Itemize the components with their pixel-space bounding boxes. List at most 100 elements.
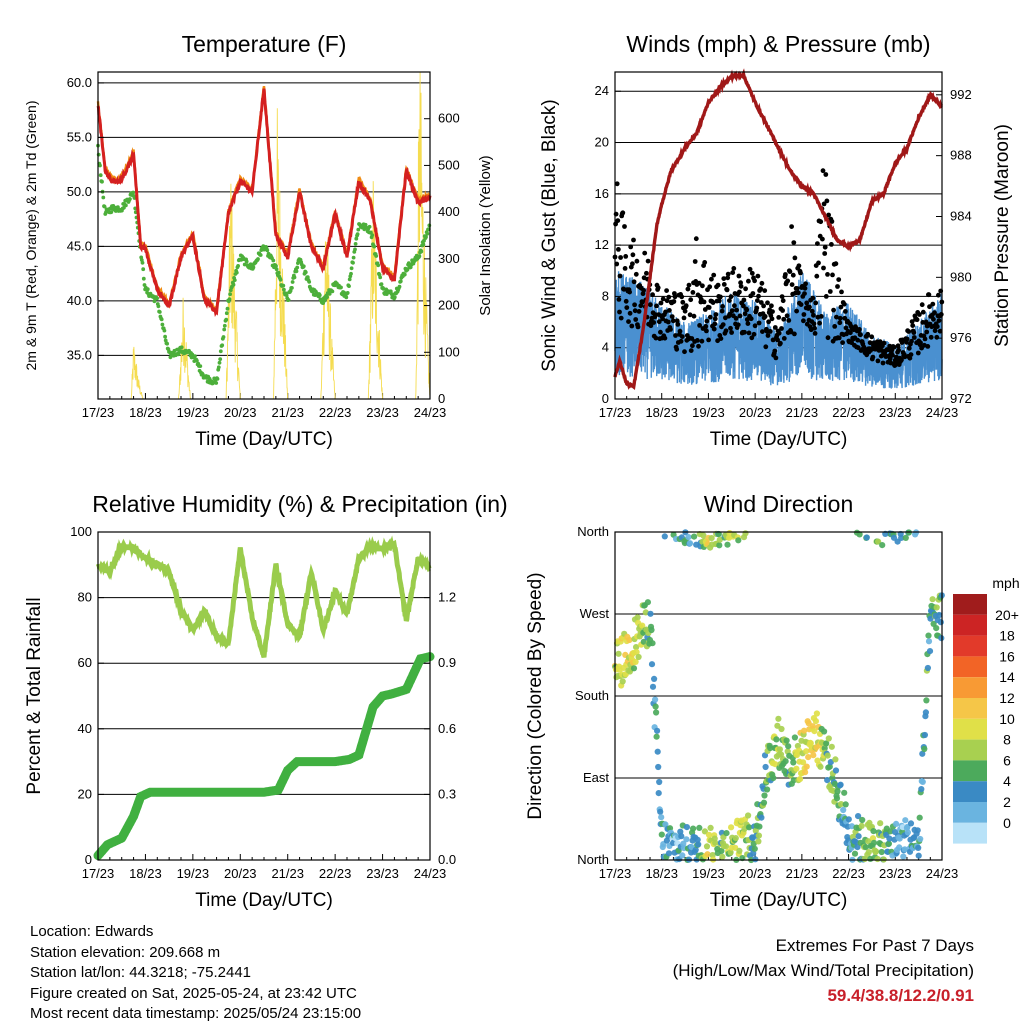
gust-point: [745, 321, 751, 326]
plot-border: [614, 71, 943, 400]
dewpoint-point: [276, 270, 281, 275]
gust-point: [906, 329, 912, 334]
y-tick-label: 20: [595, 135, 609, 150]
y2-tick-label: 980: [950, 269, 972, 284]
gust-point: [718, 336, 724, 341]
dewpoint-point: [378, 275, 383, 280]
direction-point: [925, 632, 932, 639]
gust-point: [809, 308, 815, 314]
direction-point: [824, 777, 831, 784]
gust-point: [650, 292, 655, 298]
gust-point: [630, 252, 636, 258]
direction-point: [751, 845, 758, 852]
direction-point: [728, 824, 735, 831]
direction-point: [915, 844, 922, 852]
gust-point: [887, 356, 893, 362]
direction-point: [870, 839, 878, 846]
plot-border: [97, 71, 431, 400]
dewpoint-point: [402, 272, 407, 277]
legend-swatch: [953, 718, 987, 740]
gust-point: [857, 327, 862, 332]
dewpoint-point: [216, 365, 221, 370]
gust-point: [837, 315, 843, 321]
dewpoint-point: [345, 291, 350, 295]
extremes-subtitle: (High/Low/Max Wind/Total Precipitation): [672, 961, 974, 980]
dewpoint-point: [284, 293, 289, 298]
gust-point: [836, 335, 842, 341]
direction-point: [654, 748, 661, 755]
gust-point: [665, 319, 671, 325]
gust-point: [679, 334, 685, 339]
dewpoint-point: [290, 286, 294, 290]
direction-point: [919, 750, 926, 757]
gust-point: [711, 272, 717, 278]
direction-point: [863, 534, 870, 541]
dewpoint-point: [278, 277, 283, 282]
gust-point: [720, 304, 725, 309]
x-tick-label: 23/23: [879, 866, 912, 881]
gust-point: [804, 300, 810, 306]
gust-point: [858, 332, 863, 338]
gust-point: [737, 289, 742, 295]
gust-point: [730, 270, 736, 275]
chart-title: Temperature (F): [182, 31, 347, 57]
dewpoint-point: [392, 295, 397, 300]
gust-point: [923, 319, 929, 325]
y-axis-label: Percent & Total Rainfall: [24, 597, 45, 794]
gust-point: [666, 294, 672, 300]
station-info: Location: Edwards Station elevation: 209…: [30, 922, 361, 1025]
direction-point: [877, 820, 884, 827]
direction-point: [837, 781, 844, 788]
gust-point: [712, 316, 718, 322]
gust-point: [723, 328, 729, 334]
x-tick-label: 19/23: [692, 866, 725, 881]
gust-point: [814, 273, 820, 279]
x-tick-label: 20/23: [224, 405, 257, 420]
direction-point: [722, 843, 730, 850]
gust-point: [647, 302, 653, 308]
station-latlon: Station lat/lon: 44.3218; -75.2441: [30, 964, 252, 981]
dewpoint-point: [305, 275, 310, 280]
y-tick-label: 20: [78, 786, 92, 801]
x-tick-label: 19/23: [177, 866, 210, 881]
direction-point: [705, 831, 713, 838]
direction-point: [762, 763, 769, 771]
direction-point: [642, 609, 649, 616]
y-tick-label: 40.0: [67, 293, 92, 308]
direction-point: [694, 836, 701, 843]
legend-swatch: [953, 739, 987, 761]
dewpoint-point: [231, 282, 236, 287]
x-tick-label: 17/23: [599, 866, 632, 881]
legend-label: 4: [1003, 773, 1011, 789]
direction-point: [742, 530, 749, 537]
gust-point: [841, 301, 847, 307]
dewpoint-point: [292, 275, 297, 280]
gust-point: [680, 299, 686, 305]
direction-point: [870, 828, 877, 835]
gust-point: [725, 275, 731, 281]
gust-point: [642, 250, 648, 256]
direction-point: [900, 853, 907, 860]
y-tick-label: North: [577, 852, 609, 867]
dewpoint-point: [258, 253, 263, 257]
gust-point: [688, 297, 694, 303]
gust-point: [696, 343, 701, 349]
direction-point: [639, 622, 646, 629]
gust-point: [778, 340, 783, 346]
direction-point: [802, 769, 809, 776]
direction-point: [746, 824, 753, 831]
legend-swatch: [953, 614, 987, 636]
direction-point: [752, 856, 759, 863]
direction-point: [703, 843, 711, 850]
gust-point: [747, 266, 753, 272]
gust-point: [796, 263, 802, 269]
x-tick-label: 18/23: [129, 866, 162, 881]
gust-point: [838, 304, 844, 310]
gust-point: [784, 313, 790, 319]
direction-point: [685, 534, 692, 541]
temperature-panel: Temperature (F) 17/23 18/23 19/23 20/23 21/23…: [23, 31, 494, 450]
dewpoint-point: [193, 354, 197, 359]
y-tick-label: 60: [78, 655, 92, 670]
y2-tick-label: 992: [950, 87, 972, 102]
gust-point: [791, 240, 797, 246]
